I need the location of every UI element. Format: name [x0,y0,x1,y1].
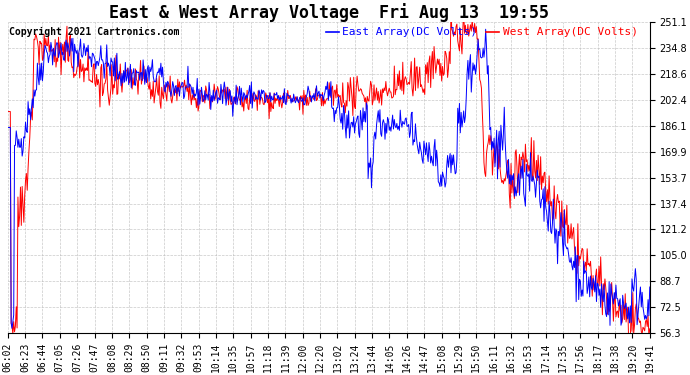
Title: East & West Array Voltage  Fri Aug 13  19:55: East & West Array Voltage Fri Aug 13 19:… [109,3,549,22]
Legend: East Array(DC Volts), West Array(DC Volts): East Array(DC Volts), West Array(DC Volt… [326,27,638,38]
Text: Copyright 2021 Cartronics.com: Copyright 2021 Cartronics.com [9,27,179,37]
